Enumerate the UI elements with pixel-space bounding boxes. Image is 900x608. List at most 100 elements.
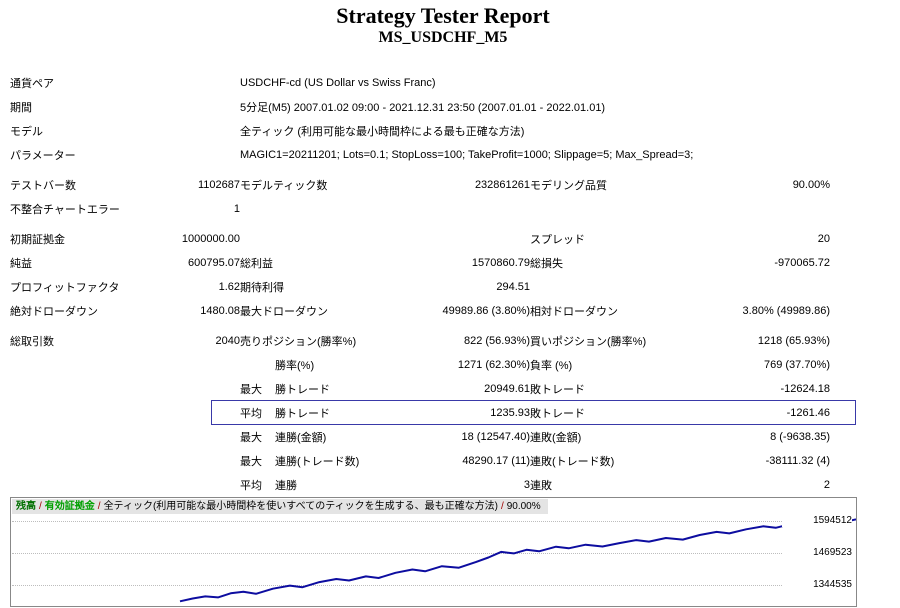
bars-value: 1102687	[197, 179, 240, 191]
row-symbol: 通貨ペア USDCHF-cd (US Dollar vs Swiss Franc…	[10, 71, 856, 95]
largest-loss-label: 敗トレード	[530, 384, 585, 396]
equity-chart: 1594512 1469523 1344535 残高 / 有効証拠金 / 全ティック(利…	[10, 497, 857, 607]
gridline	[12, 521, 798, 522]
largest-loss-value: -12624.18	[780, 383, 830, 395]
largest-prefix: 最大	[240, 384, 262, 396]
deposit-value: 1000000.00	[181, 233, 240, 245]
row-total-trades: 総取引数 2040 売りポジション(勝率%) 822 (56.93%) 買いポジ…	[10, 329, 856, 353]
average-prefix: 平均	[240, 408, 262, 420]
quality-value: 90.00%	[792, 179, 830, 191]
avg-consec-loss-label: 連敗	[530, 480, 552, 492]
profit-factor-label: プロフィットファクタ	[10, 282, 120, 294]
max-consec-count-win-label: 連勝(トレード数)	[275, 456, 360, 468]
caption-separator: /	[39, 501, 42, 512]
parameters-value: MAGIC1=20211201; Lots=0.1; StopLoss=100;…	[240, 149, 694, 161]
net-profit-label: 純益	[10, 258, 32, 270]
caption-quality-text: 90.00%	[506, 501, 541, 512]
abs-drawdown-label: 絶対ドローダウン	[10, 306, 98, 318]
row-profit-trades: 勝率(%) 1271 (62.30%) 負率 (%) 769 (37.70%)	[10, 353, 856, 377]
mismatch-value: 1	[233, 203, 240, 215]
report-subtitle: MS_USDCHF_M5	[378, 29, 508, 46]
row-drawdown: 絶対ドローダウン 1480.08 最大ドローダウン 49989.86 (3.80…	[10, 299, 856, 323]
row-mismatch: 不整合チャートエラー 1	[10, 197, 856, 221]
loss-trades-value: 769 (37.70%)	[763, 359, 830, 371]
deposit-label: 初期証拠金	[10, 234, 65, 246]
page-title: Strategy Tester Report	[336, 3, 550, 28]
symbol-value: USDCHF-cd (US Dollar vs Swiss Franc)	[240, 77, 436, 89]
y-axis-label: 1469523	[782, 547, 852, 559]
rel-drawdown-value: 3.80% (49989.86)	[742, 305, 830, 317]
row-largest-trade: 最大 勝トレード 20949.61 敗トレード -12624.18	[10, 377, 856, 401]
row-average-trade: 平均 勝トレード 1235.93 敗トレード -1261.46	[10, 401, 856, 425]
max-consec-money-win-label: 連勝(金額)	[275, 432, 327, 444]
row-deposit: 初期証拠金 1000000.00 スプレッド 20	[10, 227, 856, 251]
ticks-value: 232861261	[474, 179, 530, 191]
average-loss-value: -1261.46	[786, 407, 830, 419]
equity-curve-svg	[179, 518, 856, 603]
gross-profit-value: 1570860.79	[471, 257, 530, 269]
gridline	[12, 553, 798, 554]
max-consec-money-prefix: 最大	[240, 432, 262, 444]
short-positions-label: 売りポジション(勝率%)	[240, 336, 357, 348]
spread-value: 20	[817, 233, 830, 245]
max-consec-count-win-value: 48290.17 (11)	[462, 455, 530, 467]
largest-win-value: 20949.61	[484, 383, 530, 395]
max-drawdown-value: 49989.86 (3.80%)	[442, 305, 530, 317]
caption-method-text: 全ティック(利用可能な最小時間枠を使いすべてのティックを生成する、最も正確な方法…	[103, 501, 498, 512]
gross-loss-label: 総損失	[530, 258, 563, 270]
caption-balance-label: 残高	[16, 501, 36, 512]
spread-label: スプレッド	[530, 234, 585, 246]
row-max-consecutive-money: 最大 連勝(金額) 18 (12547.40) 連敗(金額) 8 (-9638.…	[10, 425, 856, 449]
model-label: モデル	[10, 126, 43, 138]
average-loss-label: 敗トレード	[530, 408, 585, 420]
long-positions-label: 買いポジション(勝率%)	[530, 336, 647, 348]
long-positions-value: 1218 (65.93%)	[757, 335, 830, 347]
row-bars: テストバー数 1102687 モデルティック数 232861261 モデリング品…	[10, 173, 856, 197]
row-profit-factor: プロフィットファクタ 1.62 期待利得 294.51	[10, 275, 856, 299]
abs-drawdown-value: 1480.08	[200, 305, 240, 317]
max-consec-money-loss-label: 連敗(金額)	[530, 432, 582, 444]
period-label: 期間	[10, 102, 32, 114]
profit-trades-label: 勝率(%)	[275, 360, 315, 372]
row-parameters: パラメーター MAGIC1=20211201; Lots=0.1; StopLo…	[10, 143, 856, 167]
bars-label: テストバー数	[10, 180, 76, 192]
caption-separator: /	[97, 501, 101, 512]
row-average-consecutive: 平均 連勝 3 連敗 2	[10, 473, 856, 497]
period-value: 5分足(M5) 2007.01.02 09:00 - 2021.12.31 23…	[240, 102, 606, 114]
caption-separator: /	[500, 501, 504, 512]
expected-payoff-label: 期待利得	[240, 282, 284, 294]
max-drawdown-label: 最大ドローダウン	[240, 306, 328, 318]
ticks-label: モデルティック数	[240, 180, 328, 192]
avg-consec-win-value: 3	[523, 479, 530, 491]
max-consec-count-loss-label: 連敗(トレード数)	[530, 456, 615, 468]
max-consec-count-prefix: 最大	[240, 456, 262, 468]
row-period: 期間 5分足(M5) 2007.01.02 09:00 - 2021.12.31…	[10, 95, 856, 119]
avg-consec-win-label: 連勝	[275, 480, 297, 492]
gridline	[12, 585, 798, 586]
max-consec-money-win-value: 18 (12547.40)	[461, 431, 531, 443]
gross-profit-label: 総利益	[240, 258, 273, 270]
rel-drawdown-label: 相対ドローダウン	[530, 306, 618, 318]
total-trades-label: 総取引数	[10, 336, 54, 348]
row-model: モデル 全ティック (利用可能な最小時間枠による最も正確な方法)	[10, 119, 856, 143]
loss-trades-label: 負率 (%)	[530, 360, 573, 372]
symbol-label: 通貨ペア	[10, 78, 54, 90]
largest-win-label: 勝トレード	[275, 384, 330, 396]
short-positions-value: 822 (56.93%)	[463, 335, 530, 347]
max-consec-count-loss-value: -38111.32 (4)	[765, 455, 830, 467]
profit-trades-value: 1271 (62.30%)	[457, 359, 530, 371]
parameters-label: パラメーター	[10, 150, 76, 162]
total-trades-value: 2040	[215, 335, 240, 347]
mismatch-label: 不整合チャートエラー	[10, 204, 120, 216]
row-net-profit: 純益 600795.07 総利益 1570860.79 総損失 -970065.…	[10, 251, 856, 275]
net-profit-value: 600795.07	[188, 257, 240, 269]
y-axis-label: 1594512	[782, 515, 852, 527]
profit-factor-value: 1.62	[218, 281, 240, 293]
caption-equity-label: 有効証拠金	[44, 501, 95, 512]
avg-consec-loss-value: 2	[823, 479, 830, 491]
expected-payoff-value: 294.51	[496, 281, 530, 293]
gross-loss-value: -970065.72	[774, 257, 830, 269]
report-table: 通貨ペア USDCHF-cd (US Dollar vs Swiss Franc…	[10, 71, 856, 497]
model-value: 全ティック (利用可能な最小時間枠による最も正確な方法)	[240, 126, 525, 138]
y-axis-label: 1344535	[782, 579, 852, 591]
